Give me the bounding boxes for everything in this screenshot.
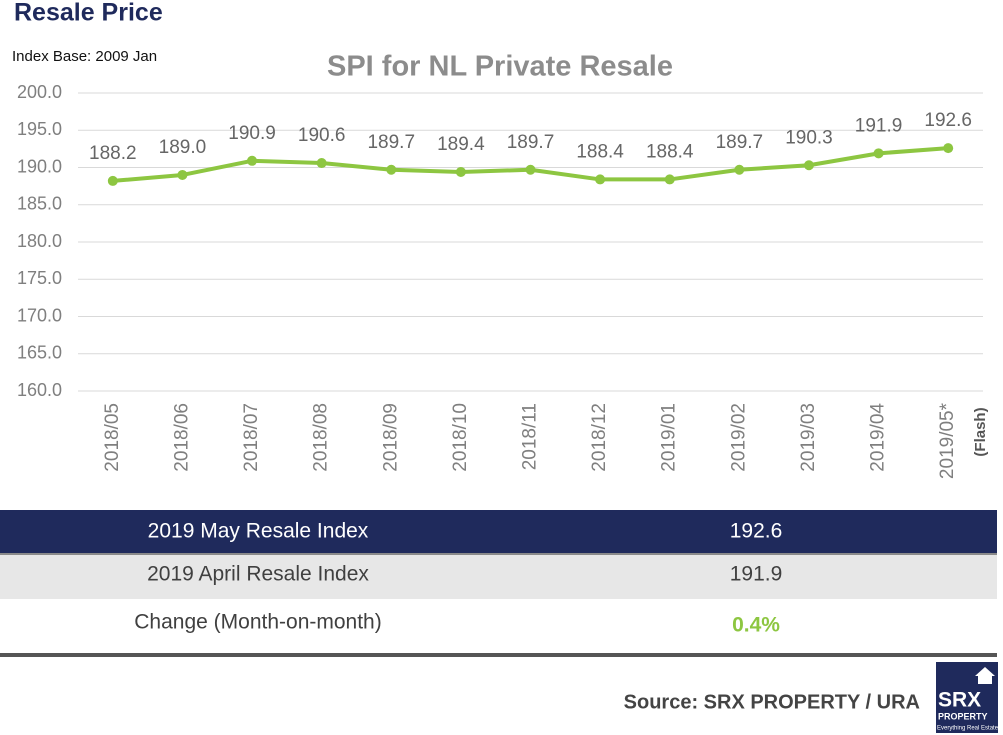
logo-tagline: Everything Real Estate xyxy=(937,726,999,732)
y-tick-label: 185.0 xyxy=(17,194,62,214)
x-tick-label: 2019/01 xyxy=(659,403,680,472)
y-tick-label: 195.0 xyxy=(17,119,62,139)
value-label: 192.6 xyxy=(924,110,972,131)
y-tick-label: 190.0 xyxy=(17,156,62,176)
value-label: 188.4 xyxy=(576,141,624,162)
x-tick-label: 2018/10 xyxy=(450,403,471,472)
point xyxy=(386,164,397,175)
x-tick-label: 2019/04 xyxy=(868,403,889,472)
table-cell: 191.9 xyxy=(730,563,783,586)
point xyxy=(873,148,884,159)
table-row xyxy=(0,510,997,553)
x-tick-label: 2018/07 xyxy=(241,403,262,472)
y-tick-label: 160.0 xyxy=(17,380,62,400)
value-label: 189.0 xyxy=(159,137,207,158)
point xyxy=(595,174,606,185)
x-tick-label: 2018/11 xyxy=(520,403,541,470)
point xyxy=(247,155,258,166)
point xyxy=(455,166,466,177)
logo-name: SRX xyxy=(938,689,981,712)
source: Source: SRX PROPERTY / URA xyxy=(624,691,920,713)
x-tick-label: 2018/09 xyxy=(380,403,401,472)
table-row xyxy=(0,555,997,599)
x-tick-label: 2019/02 xyxy=(728,403,749,472)
value-label: 191.9 xyxy=(855,115,903,136)
x-tick-label: 2019/05* xyxy=(937,402,958,479)
point xyxy=(734,164,745,175)
point xyxy=(664,174,675,185)
x-tick-label: 2019/03 xyxy=(798,403,819,472)
point xyxy=(316,158,327,169)
value-label: 190.9 xyxy=(228,123,276,144)
annotation: (Flash) xyxy=(972,407,989,456)
value-label: 190.6 xyxy=(298,125,346,146)
y-tick-label: 170.0 xyxy=(17,305,62,325)
point xyxy=(943,143,954,154)
x-tick-label: 2018/05 xyxy=(102,403,123,472)
point xyxy=(525,164,536,175)
x-tick-label: 2018/08 xyxy=(311,403,332,472)
logo-sub: PROPERTY xyxy=(938,711,988,721)
line xyxy=(112,146,949,183)
table-cell: Change (Month-on-month) xyxy=(134,611,381,634)
point xyxy=(177,169,188,180)
y-tick-label: 200.0 xyxy=(17,82,62,102)
value-label: 188.2 xyxy=(89,143,137,164)
value-label: 190.3 xyxy=(785,127,833,148)
value-label: 189.7 xyxy=(507,132,555,153)
value-label: 188.4 xyxy=(646,141,694,162)
y-tick-label: 165.0 xyxy=(17,343,62,363)
y-tick-label: 180.0 xyxy=(17,231,62,251)
table-cell: 0.4% xyxy=(732,614,780,637)
x-tick-label: 2018/06 xyxy=(171,403,192,472)
y-tick-label: 175.0 xyxy=(17,268,62,288)
table-cell: 2019 May Resale Index xyxy=(148,520,369,543)
page-title: Resale Price xyxy=(14,0,163,27)
table-cell: 192.6 xyxy=(730,520,783,543)
x-tick-label: 2018/12 xyxy=(589,403,610,472)
point xyxy=(803,160,814,171)
value-label: 189.4 xyxy=(437,134,485,155)
value-label: 189.7 xyxy=(367,132,415,153)
chart-subtitle: Index Base: 2009 Jan xyxy=(12,48,157,65)
chart-title: SPI for NL Private Resale xyxy=(327,51,673,83)
table-cell: 2019 April Resale Index xyxy=(147,563,369,586)
point xyxy=(107,175,118,186)
logo-house xyxy=(975,667,995,684)
value-label: 189.7 xyxy=(716,132,764,153)
